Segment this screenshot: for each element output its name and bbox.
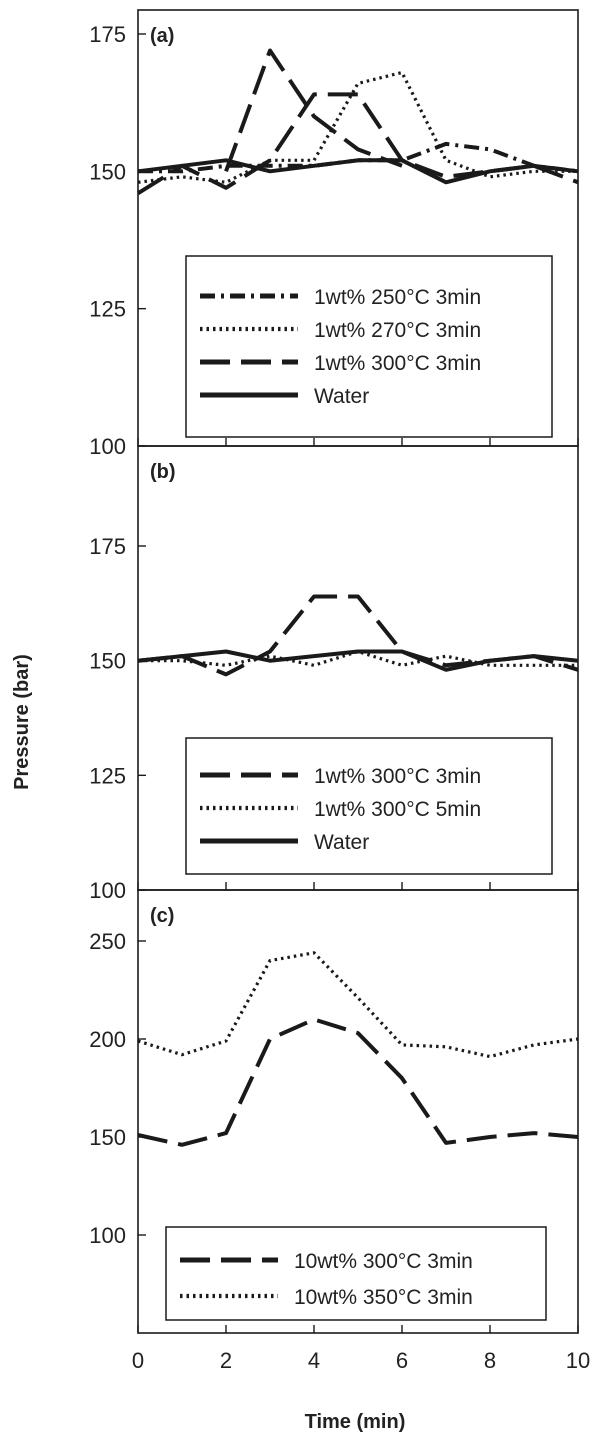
panel-label: (c) [150,905,174,927]
plot-frame [137,889,579,1334]
legend-entry-label: 1wt% 250°C 3min [314,286,481,309]
legend-entry-label: 1wt% 270°C 3min [314,319,481,342]
y-tick-label: 150 [89,1125,126,1150]
panel-label: (a) [150,25,174,47]
legend-entry-label: 1wt% 300°C 3min [314,765,481,788]
x-tick-label: 2 [220,1348,232,1373]
legend-entry-label: 1wt% 300°C 5min [314,798,481,821]
y-tick-label: 100 [89,434,126,459]
legend-entry-label: Water [314,385,369,408]
y-tick-label: 125 [89,297,126,322]
legend: 1wt% 300°C 3min 1wt% 300°C 5min Water [185,737,553,875]
x-tick-label: 6 [396,1348,408,1373]
panel-label: (b) [150,461,176,483]
y-tick-label: 100 [89,1223,126,1248]
legend: 10wt% 300°C 3min 10wt% 350°C 3min [165,1226,547,1321]
series-line-1wt-300-c-5min [138,649,578,667]
y-tick-label: 125 [89,763,126,788]
series-line-unlabeled [224,48,403,172]
y-tick-label: 200 [89,1027,126,1052]
series-line-10wt-300-c-3min [137,1017,579,1147]
series-line-10wt-350-c-3min [137,951,579,1059]
x-tick-label: 8 [484,1348,496,1373]
y-tick-label: 150 [89,649,126,674]
legend-entry-label: Water [314,831,369,854]
y-tick-label: 175 [89,22,126,47]
x-tick-label: 4 [308,1348,320,1373]
x-tick-label: 0 [132,1348,144,1373]
legend: 1wt% 250°C 3min 1wt% 270°C 3min 1wt% 300°C… [185,255,553,438]
y-tick-label: 100 [89,878,126,903]
chart-panel-1: 100 125 150 175 (a) 1wt% 250°C 3min 1wt% 270°C… [89,9,579,459]
series-line-water [137,158,579,185]
legend-box [165,1226,547,1321]
y-tick-label: 175 [89,534,126,559]
series-line-water [137,649,579,672]
legend-entry-label: 1wt% 300°C 3min [314,352,481,375]
x-tick-label: 10 [566,1348,590,1373]
legend-entry-label: 10wt% 300°C 3min [294,1250,473,1273]
y-tick-label: 250 [89,929,126,954]
y-tick-label: 150 [89,159,126,184]
x-axis-label: Time (min) [305,1411,406,1433]
legend-entry-label: 10wt% 350°C 3min [294,1286,473,1309]
series-line-1wt-270-c-3min [137,70,578,184]
legend-box [185,255,553,438]
y-axis-label: Pressure (bar) [11,654,33,790]
